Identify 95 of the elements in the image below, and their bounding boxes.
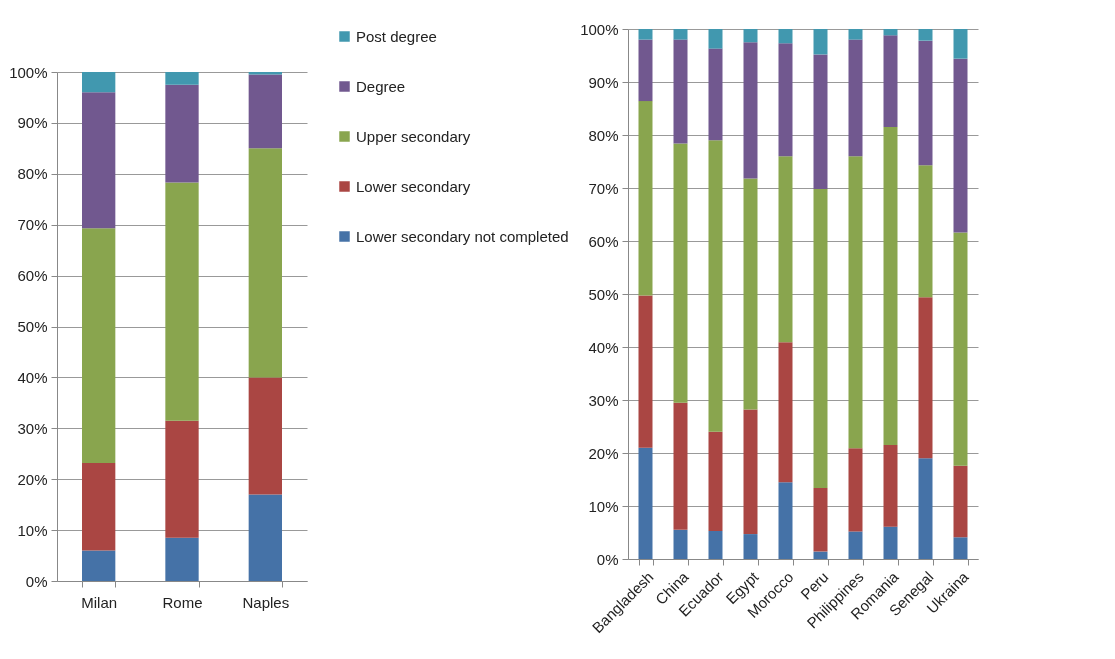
- legend-label: Degree: [356, 77, 406, 95]
- bar: [708, 140, 723, 432]
- bar: [918, 458, 933, 559]
- bar: [848, 39, 863, 157]
- bar: [165, 84, 199, 183]
- x-tick-label: Milan: [81, 593, 118, 611]
- bar: [638, 39, 653, 102]
- legend-label: Post degree: [356, 27, 437, 45]
- bar: [953, 232, 968, 466]
- y-tick-label: 70%: [588, 179, 619, 197]
- bar: [82, 228, 116, 463]
- y-tick-label: 60%: [17, 267, 48, 285]
- y-tick-label: 90%: [17, 114, 48, 132]
- bar: [743, 534, 758, 559]
- y-tick-label: 10%: [588, 497, 619, 515]
- bar: [883, 35, 898, 128]
- y-tick-label: 20%: [17, 470, 48, 488]
- bar: [82, 550, 116, 581]
- bar: [638, 29, 653, 40]
- bar: [248, 148, 282, 378]
- bar: [953, 58, 968, 233]
- y-tick-label: 50%: [17, 318, 48, 335]
- y-tick-label: 0%: [596, 550, 619, 568]
- bar: [848, 448, 863, 532]
- legend-label: Lower secondary: [356, 177, 471, 195]
- bar: [673, 529, 688, 559]
- bar: [848, 531, 863, 559]
- y-tick-label: 20%: [588, 444, 619, 462]
- bar: [883, 526, 898, 559]
- bar: [848, 29, 863, 40]
- bar: [248, 494, 282, 581]
- bar: [848, 156, 863, 449]
- x-tick-label: Rome: [162, 593, 203, 611]
- bar: [673, 29, 688, 40]
- bar: [638, 447, 653, 559]
- bar: [918, 29, 933, 41]
- y-tick-label: 40%: [17, 368, 48, 386]
- bar: [918, 40, 933, 166]
- bar: [918, 165, 933, 298]
- bar: [778, 482, 793, 559]
- bar: [708, 29, 723, 49]
- bar: [248, 377, 282, 495]
- bar: [165, 420, 199, 538]
- bar: [953, 465, 968, 538]
- bar: [743, 178, 758, 410]
- bar: [953, 537, 968, 559]
- y-tick-label: 30%: [588, 391, 619, 409]
- bar: [813, 54, 828, 190]
- x-tick-label: Naples: [242, 593, 290, 611]
- y-tick-label: 0%: [25, 572, 48, 590]
- y-tick-label: 70%: [17, 216, 48, 234]
- y-tick-label: 60%: [588, 232, 619, 250]
- legend-label: Upper secondary: [356, 127, 471, 145]
- bar: [248, 74, 282, 149]
- bar: [883, 445, 898, 527]
- bar: [813, 487, 828, 552]
- bar: [673, 402, 688, 530]
- bar: [918, 297, 933, 459]
- bar: [813, 551, 828, 559]
- bar: [708, 431, 723, 531]
- bar: [165, 182, 199, 421]
- bar: [778, 342, 793, 483]
- bar: [743, 42, 758, 179]
- bar: [708, 48, 723, 141]
- bar: [778, 29, 793, 44]
- bar: [165, 72, 199, 85]
- y-tick-label: 80%: [588, 126, 619, 144]
- bar: [813, 189, 828, 488]
- bar: [883, 127, 898, 446]
- bar: [673, 39, 688, 144]
- y-tick-label: 90%: [588, 73, 619, 91]
- bar: [82, 462, 116, 551]
- bar: [883, 29, 898, 36]
- y-tick-label: 80%: [17, 165, 48, 183]
- bar: [165, 537, 199, 581]
- bar: [82, 72, 116, 93]
- y-tick-label: 50%: [588, 285, 619, 303]
- bar: [638, 101, 653, 296]
- y-tick-label: 100%: [580, 20, 619, 38]
- bar: [708, 530, 723, 559]
- bar: [778, 156, 793, 343]
- bar: [778, 43, 793, 157]
- legend-label: Lower secondary not completed: [356, 227, 569, 245]
- bar: [953, 29, 968, 59]
- y-tick-label: 30%: [17, 419, 48, 437]
- bar: [743, 409, 758, 535]
- bar: [743, 29, 758, 43]
- bar: [673, 143, 688, 403]
- bar: [638, 295, 653, 448]
- bar: [248, 72, 282, 75]
- y-tick-label: 100%: [9, 63, 48, 81]
- y-tick-label: 40%: [588, 338, 619, 356]
- bar: [82, 92, 116, 229]
- bar: [813, 29, 828, 55]
- y-tick-label: 10%: [17, 521, 48, 539]
